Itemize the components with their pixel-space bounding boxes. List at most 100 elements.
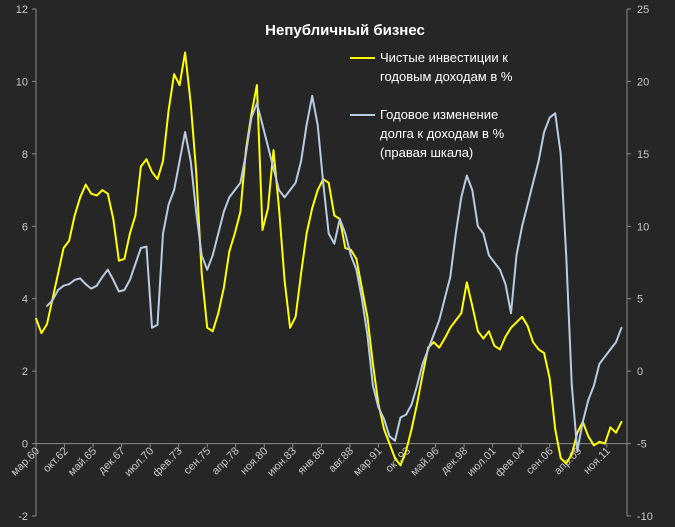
debt-change-line-point (206, 268, 209, 271)
net-investment-line-point (195, 171, 198, 173)
net-investment-line-point (95, 194, 98, 197)
right-axis-tick-label: 5 (637, 294, 643, 306)
net-investment-line-point (300, 272, 302, 275)
debt-change-line-point (106, 268, 109, 271)
debt-change-line-point (515, 254, 518, 257)
debt-change-line-point (405, 413, 407, 416)
left-axis-tick-label: 8 (22, 149, 28, 161)
net-investment-line-point (239, 210, 242, 213)
net-investment-line-point (488, 330, 490, 333)
net-investment-line-point (526, 325, 529, 327)
debt-change-line-point (504, 283, 507, 286)
net-investment-line-point (206, 326, 209, 329)
debt-change-line-point (427, 348, 430, 351)
debt-change-line-point (377, 406, 380, 409)
net-investment-line-point (173, 73, 176, 76)
debt-change-line-point (211, 254, 214, 257)
net-investment-line-point (432, 341, 435, 344)
net-investment-line-point (46, 323, 48, 325)
net-investment-line-point (438, 346, 441, 349)
net-investment-line-point (361, 287, 363, 289)
debt-change-line-point (333, 242, 336, 245)
debt-change-line-point (134, 263, 137, 265)
net-investment-line-point (465, 281, 468, 284)
net-investment-line-point (410, 428, 413, 430)
debt-change-line-point (471, 189, 474, 192)
net-investment-line-point (355, 258, 358, 260)
net-investment-line-point (73, 214, 76, 217)
net-investment-line-point (184, 51, 187, 54)
debt-change-line-point (438, 319, 441, 322)
net-investment-line-point (593, 444, 595, 447)
net-investment-line-point (106, 192, 109, 195)
debt-change-line-point (316, 124, 319, 126)
net-investment-line-point (123, 258, 126, 260)
debt-change-line-point (477, 225, 479, 228)
left-axis-tick-label: 12 (16, 4, 28, 16)
right-axis-tick-label: 0 (637, 366, 643, 378)
net-investment-line-point (189, 102, 192, 105)
debt-change-line-point (184, 131, 187, 134)
legend-net-investment-label: Чистые инвестиции к (380, 50, 508, 65)
net-investment-line-point (305, 232, 308, 235)
net-investment-line-point (460, 312, 463, 315)
debt-change-line-point (46, 305, 48, 307)
net-investment-line-point (510, 326, 512, 329)
net-investment-line-point (145, 158, 148, 161)
debt-change-line-point (443, 297, 446, 300)
net-investment-line-point (35, 317, 37, 320)
net-investment-line-point (372, 363, 374, 365)
debt-change-line-point (399, 416, 402, 419)
legend-debt-change-label: долга к доходам в % (380, 126, 505, 141)
debt-change-line-point (228, 196, 231, 199)
debt-change-line-point (261, 124, 264, 126)
debt-change-line-point (239, 181, 242, 184)
debt-change-line-point (565, 254, 568, 257)
net-investment-line-point (79, 196, 82, 199)
debt-change-line-point (493, 261, 496, 264)
debt-change-line-point (388, 435, 391, 438)
net-investment-line-point (471, 305, 474, 307)
debt-change-line-point (465, 174, 468, 177)
debt-change-line-point (267, 145, 269, 148)
debt-change-line-point (189, 160, 192, 163)
net-investment-line-point (217, 312, 220, 315)
net-investment-line-point (504, 335, 507, 338)
debt-change-line-point (344, 232, 347, 235)
net-investment-line-point (200, 272, 203, 275)
debt-change-line-point (521, 225, 523, 228)
debt-change-line-point (559, 153, 562, 155)
debt-change-line-point (123, 289, 126, 291)
net-investment-line-point (178, 84, 181, 86)
net-investment-line-point (604, 442, 606, 445)
debt-change-line-point (101, 276, 104, 278)
net-investment-line-point (615, 431, 617, 434)
left-axis-tick-label: 10 (16, 76, 28, 88)
net-investment-line-point (294, 315, 297, 318)
debt-change-line-point (488, 254, 490, 257)
net-investment-line-point (90, 192, 93, 195)
debt-change-line-point (410, 403, 413, 406)
debt-change-line-point (576, 449, 579, 452)
net-investment-line-point (543, 352, 545, 354)
net-investment-line-point (565, 462, 568, 465)
net-investment-line-point (101, 189, 104, 192)
net-investment-line-point (421, 373, 424, 376)
debt-change-line-points (46, 95, 623, 452)
net-investment-line-point (333, 214, 336, 217)
debt-change-line-point (250, 116, 253, 119)
net-investment-line-point (587, 435, 590, 438)
debt-change-line-point (338, 218, 341, 220)
debt-change-line-point (51, 299, 54, 302)
net-investment-line-point (344, 247, 347, 249)
debt-change-line-point (145, 245, 148, 248)
debt-change-line-point (416, 384, 418, 387)
net-investment-line-point (532, 341, 534, 344)
right-axis-tick-label: 20 (637, 76, 649, 88)
debt-change-line-point (62, 284, 65, 287)
net-investment-line-point (482, 337, 485, 340)
net-investment-line-point (454, 319, 457, 322)
debt-change-line-point (537, 160, 540, 163)
debt-change-line-point (112, 279, 115, 281)
net-investment-line-point (443, 337, 446, 340)
